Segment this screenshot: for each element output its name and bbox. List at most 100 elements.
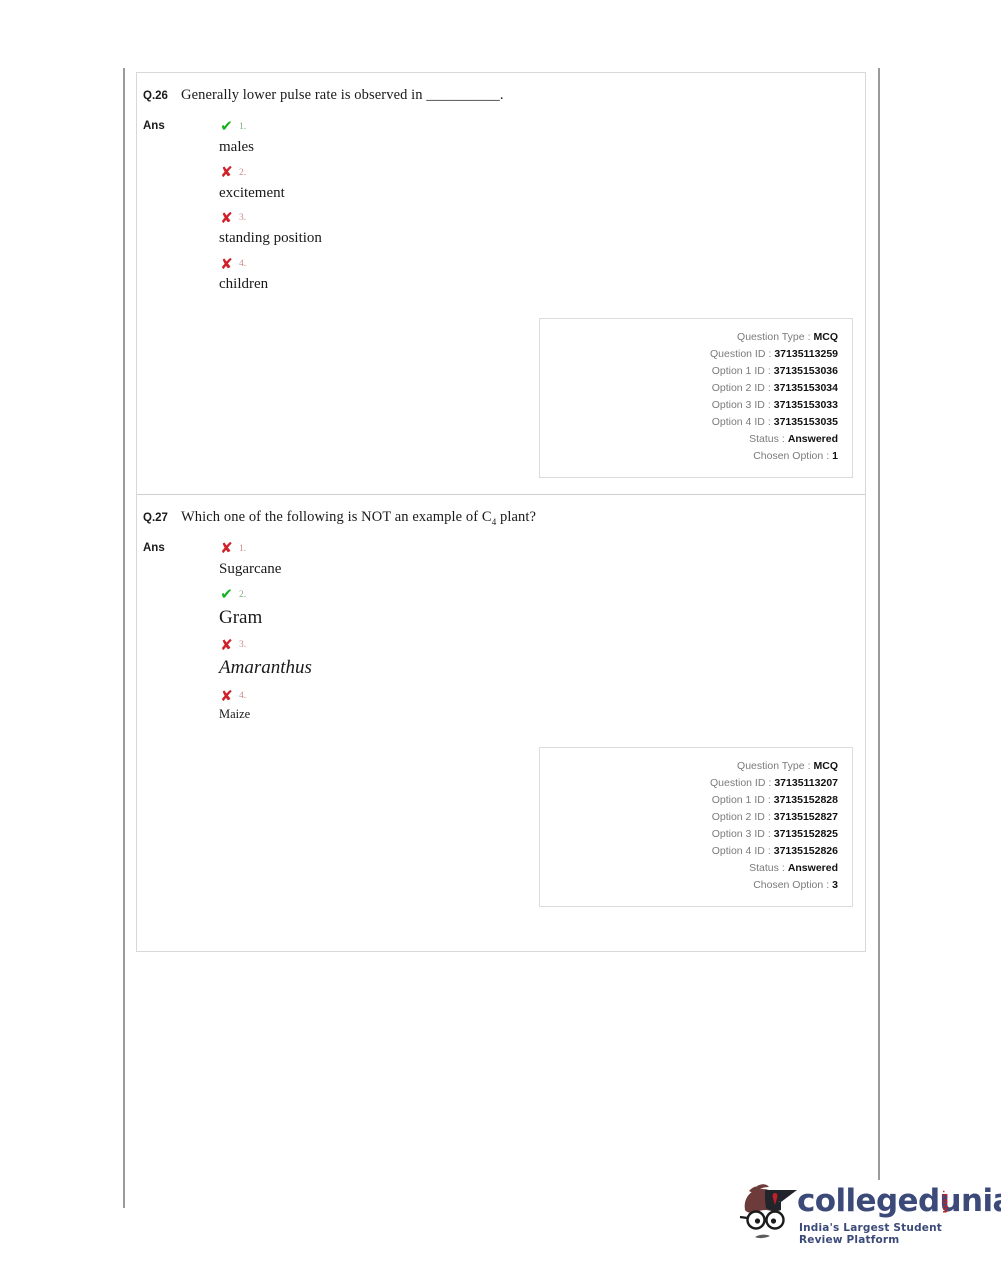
cross-icon: ✘: [220, 635, 233, 654]
meta-label: Question ID: [709, 776, 766, 789]
meta-label: Option 4 ID: [711, 844, 765, 857]
meta-label: Chosen Option: [753, 449, 824, 462]
meta-label: Status: [749, 432, 779, 445]
meta-separator: :: [826, 878, 830, 891]
meta-value: MCQ: [813, 759, 839, 772]
meta-chosen-option: Chosen Option : 3: [550, 877, 838, 894]
meta-option-4-id: Option 4 ID : 37135152826: [550, 843, 838, 860]
cross-icon: ✘: [220, 163, 233, 182]
option-number: 2.: [239, 167, 247, 178]
meta-value: MCQ: [813, 330, 839, 343]
option-item[interactable]: ✘ 3. standing position: [181, 208, 865, 248]
meta-label: Option 1 ID: [711, 793, 765, 806]
meta-option-2-id: Option 2 ID : 37135152827: [550, 809, 838, 826]
meta-value: 37135152826: [773, 844, 838, 857]
option-item[interactable]: ✘ 2. excitement: [181, 163, 865, 203]
question-text-subscript: 4: [491, 516, 497, 527]
meta-label: Option 2 ID: [711, 381, 765, 394]
cross-icon: ✘: [220, 208, 233, 227]
option-mark-line: ✘ 4.: [181, 254, 865, 274]
option-item[interactable]: ✘ 1. Sugarcane: [181, 539, 865, 579]
meta-label: Chosen Option: [753, 878, 824, 891]
meta-option-2-id: Option 2 ID : 37135153034: [550, 380, 838, 397]
option-mark-line: ✘ 3.: [181, 635, 865, 655]
meta-question-id: Question ID : 37135113207: [550, 775, 838, 792]
option-mark-line: ✔ 2.: [181, 585, 865, 605]
meta-status: Status : Answered: [550, 860, 838, 877]
logo-tagline: India's Largest Student Review Platform: [799, 1222, 943, 1246]
option-item[interactable]: ✘ 4. Maize: [181, 686, 865, 723]
meta-option-4-id: Option 4 ID : 37135153035: [550, 414, 838, 431]
option-mark-line: ✘ 1.: [181, 539, 865, 559]
collegedunia-watermark: collegedunia .com India's Largest Studen…: [735, 1176, 1001, 1251]
page-rule-left: [123, 68, 125, 1208]
meta-value: 37135153036: [773, 364, 838, 377]
meta-separator: :: [807, 759, 811, 772]
meta-value: 3: [832, 878, 838, 891]
meta-label: Option 4 ID: [711, 415, 765, 428]
meta-question-id: Question ID : 37135113259: [550, 346, 838, 363]
question-text-main: Which one of the following is NOT an exa…: [181, 508, 492, 525]
meta-separator: :: [767, 810, 771, 823]
meta-separator: :: [767, 398, 771, 411]
meta-option-1-id: Option 1 ID : 37135152828: [550, 792, 838, 809]
option-text: Maize: [219, 707, 251, 722]
option-text: standing position: [219, 230, 322, 247]
meta-separator: :: [767, 827, 771, 840]
meta-value: 37135113259: [774, 347, 838, 360]
meta-label: Option 2 ID: [711, 810, 765, 823]
meta-value: 1: [832, 449, 838, 462]
option-mark-line: ✔ 1.: [181, 117, 865, 137]
option-number: 3.: [239, 640, 247, 651]
option-text: children: [219, 276, 269, 293]
meta-status: Status : Answered: [550, 431, 838, 448]
meta-option-3-id: Option 3 ID : 37135153033: [550, 397, 838, 414]
option-text: Gram: [219, 606, 263, 628]
question-number: Q.26: [143, 90, 168, 102]
option-text: excitement: [219, 184, 285, 201]
meta-value: 37135153034: [773, 381, 838, 394]
meta-separator: :: [767, 415, 771, 428]
meta-chosen-option: Chosen Option : 1: [550, 448, 838, 465]
option-item[interactable]: ✘ 4. children: [181, 254, 865, 294]
question-block: Q.27 Which one of the following is NOT a…: [137, 493, 865, 923]
question-block: Q.26 Generally lower pulse rate is obser…: [137, 73, 865, 494]
question-text-main: Generally lower pulse rate is observed i…: [181, 87, 427, 103]
question-text: Which one of the following is NOT an exa…: [181, 509, 536, 527]
option-mark-line: ✘ 3.: [181, 208, 865, 228]
question-text: Generally lower pulse rate is observed i…: [181, 87, 504, 105]
meta-question-type: Question Type : MCQ: [550, 758, 838, 775]
meta-value: Answered: [787, 432, 838, 445]
option-list: ✔ 1. males ✘ 2. excitement ✘ 3.: [181, 117, 865, 300]
option-mark-line: ✘ 4.: [181, 686, 865, 706]
option-text: males: [219, 138, 254, 155]
page-rule-right: [878, 68, 880, 1180]
meta-separator: :: [767, 381, 771, 394]
question-header: Q.27 Which one of the following is NOT a…: [137, 495, 865, 527]
meta-label: Question Type: [737, 759, 805, 772]
meta-value: 37135152828: [773, 793, 838, 806]
answer-row: Ans ✔ 1. males ✘ 2. excitement: [137, 117, 865, 300]
option-item[interactable]: ✘ 3. Amaranthus: [181, 635, 865, 680]
option-text: Sugarcane: [219, 560, 282, 577]
answer-row: Ans ✘ 1. Sugarcane ✔ 2. Gram: [137, 539, 865, 729]
meta-separator: :: [768, 776, 772, 789]
question-header: Q.26 Generally lower pulse rate is obser…: [137, 73, 865, 105]
question-meta-wrap: Question Type : MCQ Question ID : 371351…: [137, 300, 865, 494]
question-meta-box: Question Type : MCQ Question ID : 371351…: [539, 317, 853, 478]
cross-icon: ✘: [220, 686, 233, 705]
check-icon: ✔: [220, 585, 233, 604]
option-number: 2.: [239, 589, 247, 600]
meta-separator: :: [767, 364, 771, 377]
option-item[interactable]: ✔ 1. males: [181, 117, 865, 157]
meta-separator: :: [767, 844, 771, 857]
cross-icon: ✘: [220, 254, 233, 273]
option-item[interactable]: ✔ 2. Gram: [181, 585, 865, 630]
option-list: ✘ 1. Sugarcane ✔ 2. Gram ✘ 3.: [181, 539, 865, 729]
meta-value: Answered: [787, 861, 838, 874]
option-number: 1.: [239, 543, 247, 554]
meta-option-3-id: Option 3 ID : 37135152825: [550, 826, 838, 843]
meta-separator: :: [768, 347, 772, 360]
meta-label: Option 3 ID: [711, 398, 765, 411]
meta-option-1-id: Option 1 ID : 37135153036: [550, 363, 838, 380]
